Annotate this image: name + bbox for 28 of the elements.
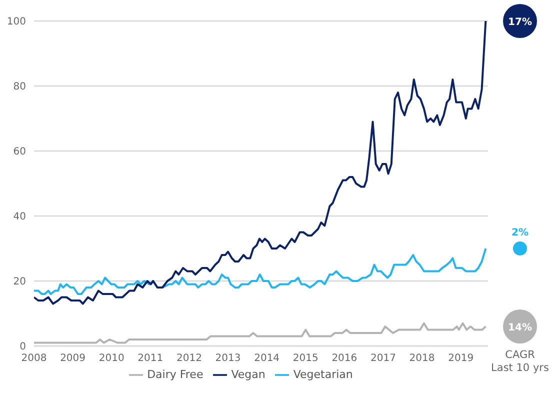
- y-tick-label: 40: [13, 212, 26, 223]
- y-tick-label: 0: [20, 342, 26, 353]
- x-tick-label: 2015: [292, 353, 318, 364]
- line-series: [34, 248, 487, 295]
- x-tick-label: 2018: [409, 353, 435, 364]
- line-series: [34, 21, 487, 305]
- x-tick-label: 2013: [215, 353, 241, 364]
- legend-label: Vegetarian: [293, 368, 353, 382]
- y-tick-label: 20: [13, 276, 26, 288]
- y-tick-label: 80: [13, 82, 26, 93]
- x-tick-label: 2014: [254, 353, 280, 364]
- y-tick-label: 100: [6, 16, 26, 28]
- text: 17%: [508, 17, 532, 28]
- legend-label: Dairy Free: [147, 368, 204, 382]
- x-tick-label: 2019: [448, 353, 474, 364]
- text: 2%: [512, 228, 528, 238]
- y-tick-label: 60: [13, 146, 26, 158]
- x-tick-label: 2010: [98, 353, 124, 364]
- text: 14%: [508, 322, 532, 334]
- x-tick-label: 2017: [370, 353, 396, 364]
- x-tick-label: 2009: [60, 353, 86, 364]
- x-tick-label: 2008: [21, 353, 47, 364]
- x-tick-label: 2016: [332, 353, 358, 364]
- text: CAGR Last 10 yrs: [491, 349, 549, 374]
- x-tick-label: 2011: [138, 353, 164, 364]
- x-tick-label: 2012: [176, 353, 202, 364]
- line-series: [34, 322, 487, 344]
- legend-label: Vegan: [231, 368, 266, 382]
